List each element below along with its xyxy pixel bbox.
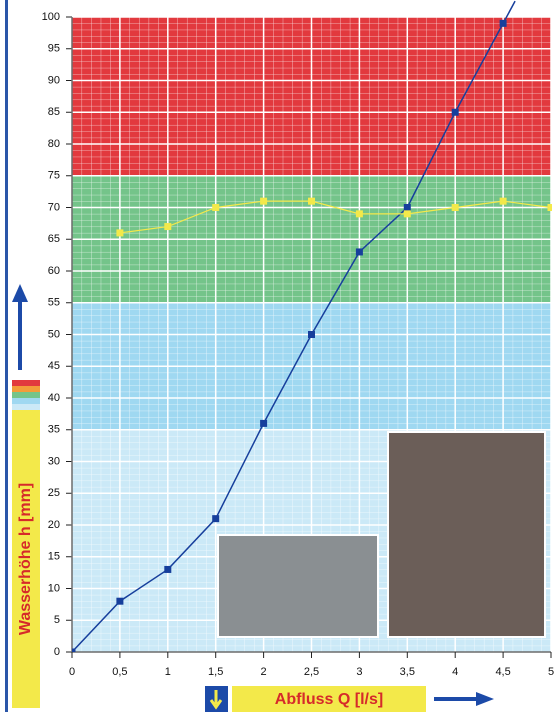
- arrow-head: [12, 284, 28, 302]
- y-tick-label: 70: [48, 201, 60, 213]
- marker: [403, 204, 411, 211]
- marker: [403, 210, 411, 218]
- y-tick-label: 90: [48, 74, 60, 86]
- y-tick-label: 15: [48, 551, 60, 563]
- marker: [308, 197, 315, 205]
- x-tick-label: 4: [452, 666, 458, 678]
- y-tick-label: 40: [48, 392, 60, 404]
- arrow: [209, 690, 223, 710]
- frame-edge: [5, 0, 8, 712]
- x-tick-label: 2: [261, 666, 267, 678]
- y-tick-label: 25: [48, 487, 60, 499]
- photo: [217, 534, 379, 638]
- photo: [387, 431, 546, 638]
- marker: [547, 204, 552, 211]
- arrow-head: [476, 692, 494, 706]
- x-tick-label: 0,5: [112, 666, 127, 678]
- legend-swatch: [12, 398, 40, 404]
- series-line: [119, 200, 552, 234]
- y-tick-label: 45: [48, 360, 60, 372]
- y-tick-label: 60: [48, 265, 60, 277]
- marker: [212, 515, 220, 523]
- x-tick-label: 3,5: [400, 666, 415, 678]
- y-tick-label: 0: [54, 646, 60, 658]
- marker: [355, 248, 363, 256]
- y-tick-label: 75: [48, 170, 60, 182]
- legend-swatch: [12, 404, 40, 410]
- y-tick-label: 20: [48, 519, 60, 531]
- y-tick-label: 65: [48, 233, 60, 245]
- legend-swatch: [12, 386, 40, 392]
- y-axis-title: Wasserhöhe h [mm]: [17, 483, 34, 635]
- marker: [308, 331, 315, 338]
- legend-swatch: [12, 392, 40, 398]
- x-tick-label: 4,5: [495, 666, 510, 678]
- legend-swatch: [12, 380, 40, 386]
- y-tick-label: 85: [48, 106, 60, 118]
- y-tick-label: 35: [48, 424, 60, 436]
- marker: [164, 223, 172, 231]
- y-title-box: [12, 410, 40, 708]
- x-tick-label: 0: [69, 666, 75, 678]
- x-tick-label: 2,5: [304, 666, 319, 678]
- marker: [116, 597, 124, 605]
- y-tick-label: 30: [48, 455, 60, 467]
- marker: [212, 204, 220, 211]
- marker: [499, 197, 507, 205]
- marker: [451, 108, 459, 116]
- marker: [260, 197, 268, 205]
- y-tick-label: 50: [48, 328, 60, 340]
- y-tick-label: 95: [48, 43, 60, 55]
- y-tick-label: 10: [48, 582, 60, 594]
- x-tick-label: 5: [548, 666, 554, 678]
- marker: [451, 204, 459, 211]
- x-tick-label: 1: [165, 666, 171, 678]
- x-axis-title: Abfluss Q [l/s]: [275, 691, 383, 708]
- x-tick-label: 1,5: [208, 666, 223, 678]
- x-tick-label: 3: [356, 666, 362, 678]
- marker: [164, 565, 172, 573]
- y-tick-label: 100: [42, 11, 60, 23]
- y-tick-label: 55: [48, 297, 60, 309]
- marker: [499, 19, 507, 27]
- x-title-box: [232, 686, 426, 712]
- y-tick-label: 5: [54, 614, 60, 626]
- marker: [355, 210, 363, 218]
- marker: [116, 229, 124, 237]
- marker: [72, 648, 76, 652]
- y-tick-label: 80: [48, 138, 60, 150]
- marker: [260, 419, 268, 427]
